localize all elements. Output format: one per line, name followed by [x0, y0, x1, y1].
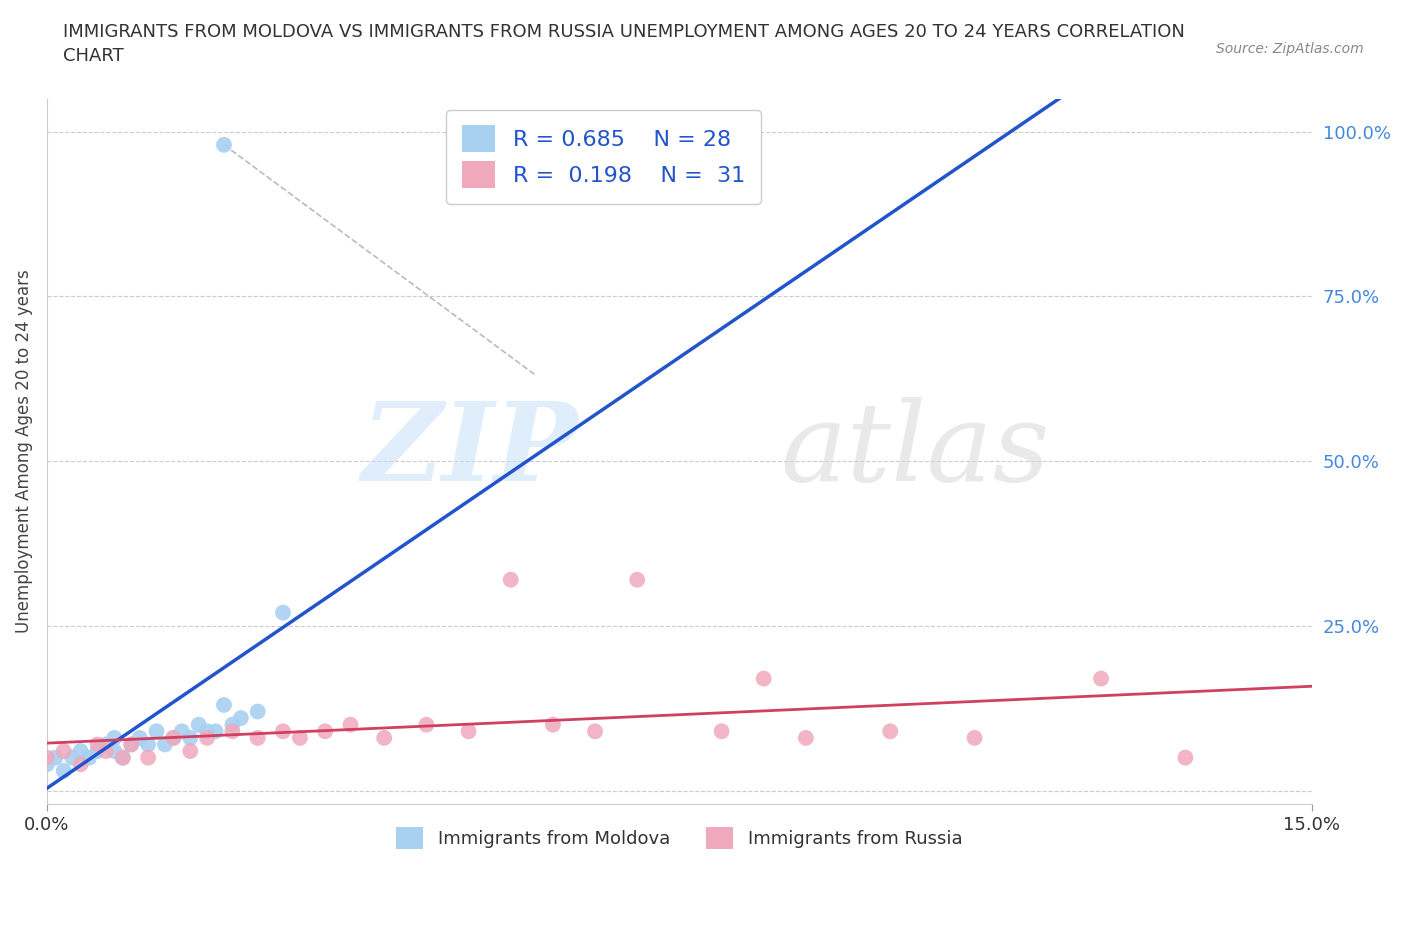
Point — [111, 751, 134, 765]
Point — [246, 704, 269, 719]
Point — [271, 605, 294, 620]
Point — [212, 138, 235, 153]
Text: ZIP: ZIP — [361, 397, 578, 505]
Point — [541, 717, 564, 732]
Point — [120, 737, 142, 752]
Point — [221, 724, 243, 738]
Point — [103, 744, 125, 759]
Point — [710, 724, 733, 738]
Point — [136, 737, 159, 752]
Point — [212, 698, 235, 712]
Point — [499, 572, 522, 587]
Point — [288, 730, 311, 745]
Point — [69, 744, 91, 759]
Point — [187, 717, 209, 732]
Point — [204, 724, 226, 738]
Point — [794, 730, 817, 745]
Point — [52, 764, 75, 778]
Text: IMMIGRANTS FROM MOLDOVA VS IMMIGRANTS FROM RUSSIA UNEMPLOYMENT AMONG AGES 20 TO : IMMIGRANTS FROM MOLDOVA VS IMMIGRANTS FR… — [63, 23, 1185, 65]
Point — [77, 751, 100, 765]
Point — [179, 730, 201, 745]
Point — [583, 724, 606, 738]
Point — [229, 711, 252, 725]
Point — [35, 757, 58, 772]
Point — [373, 730, 395, 745]
Point — [415, 717, 437, 732]
Point — [52, 744, 75, 759]
Text: atlas: atlas — [780, 397, 1050, 505]
Y-axis label: Unemployment Among Ages 20 to 24 years: Unemployment Among Ages 20 to 24 years — [15, 270, 32, 633]
Point — [145, 724, 167, 738]
Point — [339, 717, 361, 732]
Point — [179, 744, 201, 759]
Point — [457, 724, 479, 738]
Point — [195, 724, 218, 738]
Point — [60, 751, 83, 765]
Point — [162, 730, 184, 745]
Point — [221, 717, 243, 732]
Point — [120, 737, 142, 752]
Point — [314, 724, 336, 738]
Point — [128, 730, 150, 745]
Point — [1090, 671, 1112, 686]
Point — [103, 730, 125, 745]
Point — [626, 572, 648, 587]
Point — [271, 724, 294, 738]
Text: Source: ZipAtlas.com: Source: ZipAtlas.com — [1216, 42, 1364, 56]
Point — [94, 737, 117, 752]
Point — [170, 724, 193, 738]
Point — [35, 751, 58, 765]
Point — [1174, 751, 1197, 765]
Point — [86, 744, 108, 759]
Point — [162, 730, 184, 745]
Point — [963, 730, 986, 745]
Point — [86, 737, 108, 752]
Point — [195, 730, 218, 745]
Point — [94, 744, 117, 759]
Point — [752, 671, 775, 686]
Point — [246, 730, 269, 745]
Point — [111, 751, 134, 765]
Legend: Immigrants from Moldova, Immigrants from Russia: Immigrants from Moldova, Immigrants from… — [387, 818, 972, 858]
Point — [136, 751, 159, 765]
Point — [879, 724, 901, 738]
Point — [44, 751, 66, 765]
Point — [153, 737, 176, 752]
Point — [69, 757, 91, 772]
